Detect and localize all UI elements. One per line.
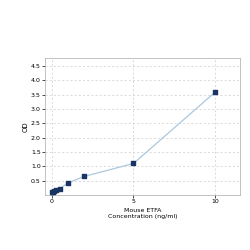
Point (82, 174, 86, 178)
Point (66, 181, 70, 185)
Point (58, 187, 62, 191)
Point (50, 190, 54, 194)
Point (132, 162, 136, 166)
Point (54, 188, 58, 192)
X-axis label: Mouse ETFA
Concentration (ng/ml): Mouse ETFA Concentration (ng/ml) (108, 208, 177, 219)
Point (50, 190, 54, 194)
Point (52, 189, 56, 193)
Y-axis label: OD: OD (22, 121, 28, 132)
Point (214, 90, 218, 94)
